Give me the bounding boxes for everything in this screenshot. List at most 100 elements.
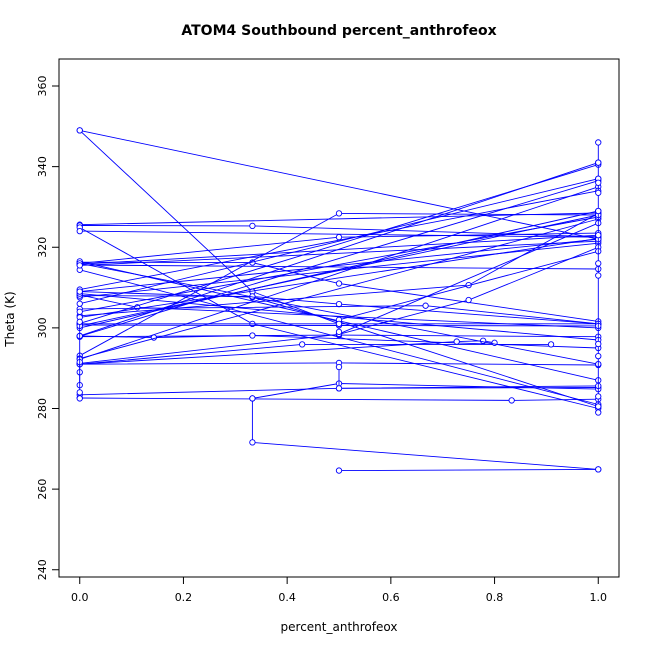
data-point	[595, 207, 602, 215]
series	[335, 363, 602, 392]
series-line	[338, 468, 599, 472]
series	[335, 466, 602, 474]
series-line	[79, 186, 599, 360]
series-line	[79, 180, 599, 337]
y-axis: 240 260 280 300 320 340 360	[36, 76, 59, 580]
series-line	[338, 367, 599, 389]
series	[76, 213, 602, 315]
series-layer	[76, 127, 602, 474]
data-point	[249, 439, 256, 446]
data-point	[249, 222, 256, 230]
y-tick-label: 300	[36, 317, 49, 338]
data-point	[335, 300, 343, 308]
series-line	[79, 262, 599, 365]
x-tick-label: 0.6	[382, 591, 400, 604]
series-line	[79, 218, 599, 359]
series	[76, 229, 602, 267]
x-tick-label: 0.4	[278, 591, 296, 604]
y-tick-label: 280	[36, 398, 49, 419]
data-point	[76, 389, 83, 396]
data-point	[479, 337, 487, 344]
data-point	[595, 340, 602, 348]
series	[335, 248, 602, 323]
y-tick-label: 360	[36, 76, 49, 97]
data-point	[335, 328, 343, 336]
data-point	[335, 280, 343, 287]
y-tick-label: 340	[36, 156, 49, 177]
data-point	[335, 363, 343, 371]
data-point	[595, 403, 602, 410]
chart-title: ATOM4 Southbound percent_anthrofeox	[181, 23, 496, 39]
data-point	[76, 288, 83, 295]
data-point	[335, 210, 343, 217]
series	[76, 394, 602, 404]
data-point	[595, 393, 602, 400]
data-point	[76, 127, 83, 134]
series-line	[79, 343, 552, 365]
data-point	[595, 189, 602, 196]
data-point	[453, 338, 460, 345]
series-line	[79, 212, 599, 226]
data-point	[335, 385, 343, 392]
series-line	[79, 335, 599, 349]
series-line	[251, 398, 599, 470]
series-line	[338, 222, 599, 335]
series	[76, 238, 602, 269]
data-point	[249, 332, 256, 339]
x-tick-label: 0.8	[486, 591, 504, 604]
data-point	[465, 296, 472, 304]
data-point	[335, 234, 343, 241]
data-point	[595, 352, 602, 360]
data-point	[547, 341, 555, 348]
data-point	[422, 302, 429, 309]
y-axis-label: Theta (K)	[3, 291, 17, 347]
series	[249, 395, 602, 473]
series-line	[79, 246, 599, 364]
data-point	[595, 260, 602, 267]
series-line	[79, 129, 599, 240]
x-tick-label: 0.0	[71, 591, 89, 604]
data-point	[595, 159, 602, 166]
series-line	[338, 250, 599, 321]
series-line	[79, 264, 599, 270]
data-point	[76, 308, 83, 315]
x-axis: 0.0 0.2 0.4 0.6 0.8 1.0	[71, 577, 607, 604]
series	[249, 380, 602, 402]
series-line	[79, 238, 599, 293]
series-line	[79, 240, 599, 266]
data-point	[595, 179, 602, 186]
data-point	[595, 139, 602, 146]
series	[76, 127, 602, 243]
series-line	[79, 216, 599, 313]
data-point	[335, 467, 343, 474]
series-line	[79, 397, 599, 401]
x-tick-label: 1.0	[590, 591, 608, 604]
plot-frame	[58, 58, 620, 578]
data-point	[76, 227, 83, 235]
data-point	[76, 262, 83, 269]
y-tick-label: 320	[36, 237, 49, 258]
data-point	[299, 341, 306, 348]
series-line	[79, 214, 599, 327]
data-point	[76, 300, 83, 307]
series-line	[79, 210, 599, 329]
data-point	[595, 272, 602, 279]
data-point	[76, 318, 83, 325]
data-point	[335, 320, 343, 327]
series-line	[79, 237, 599, 318]
x-tick-label: 0.2	[175, 591, 193, 604]
series	[76, 177, 602, 340]
data-point	[76, 395, 83, 402]
data-point	[508, 397, 515, 404]
data-point	[249, 395, 256, 402]
data-point	[595, 466, 602, 473]
x-axis-label: percent_anthrofeox	[281, 620, 398, 634]
series	[76, 175, 602, 307]
series	[335, 320, 343, 336]
series	[76, 318, 83, 402]
series	[595, 139, 602, 416]
y-tick-label: 260	[36, 479, 49, 500]
data-point	[595, 409, 602, 416]
series-line	[79, 340, 495, 365]
